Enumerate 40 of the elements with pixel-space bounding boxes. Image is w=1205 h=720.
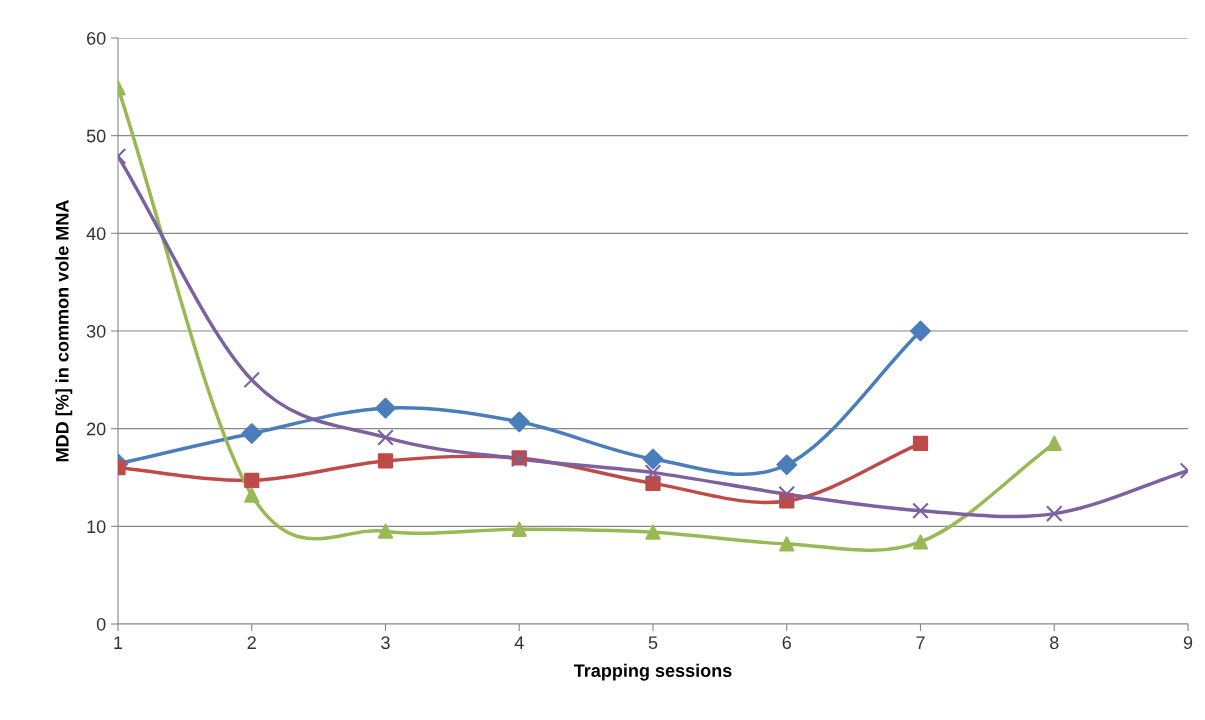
point — [910, 320, 931, 342]
point — [241, 423, 263, 444]
point — [508, 411, 530, 433]
point — [511, 521, 527, 537]
x-tick-label: 8 — [1050, 636, 1059, 650]
point — [1045, 505, 1063, 522]
point — [1046, 435, 1062, 451]
y-axis-title: MDD [%] in common vole MNA — [55, 200, 73, 462]
point — [778, 485, 796, 503]
point — [377, 523, 394, 539]
point — [377, 429, 394, 446]
point — [912, 534, 929, 550]
x-tick-label: 9 — [1183, 636, 1193, 650]
x-tick-label: 6 — [782, 636, 791, 650]
point — [377, 453, 394, 469]
x-tick-label: 1 — [114, 636, 123, 649]
y-tick-label: 50 — [86, 129, 106, 143]
x-tick-label: 7 — [916, 636, 925, 649]
point — [375, 397, 396, 419]
point — [776, 454, 798, 476]
y-tick-label: 30 — [86, 324, 106, 338]
point — [244, 472, 260, 489]
x-tick-label: 3 — [381, 636, 390, 650]
point — [645, 524, 661, 540]
x-tick-label: 2 — [247, 636, 256, 649]
y-tick-label: 10 — [87, 520, 106, 534]
point — [912, 502, 929, 520]
x-axis-title: Trapping sessions — [573, 663, 732, 681]
y-tick-label: 40 — [86, 227, 106, 241]
point — [244, 487, 260, 503]
y-tick-label: 20 — [87, 422, 106, 436]
y-tick-label: 0 — [96, 617, 106, 631]
y-tick-label: 60 — [87, 31, 106, 45]
point — [779, 536, 795, 552]
point — [912, 435, 929, 451]
point — [644, 464, 662, 481]
x-tick-label: 4 — [514, 636, 524, 649]
x-tick-label: 5 — [648, 636, 658, 650]
point — [645, 475, 661, 491]
point — [642, 448, 664, 470]
